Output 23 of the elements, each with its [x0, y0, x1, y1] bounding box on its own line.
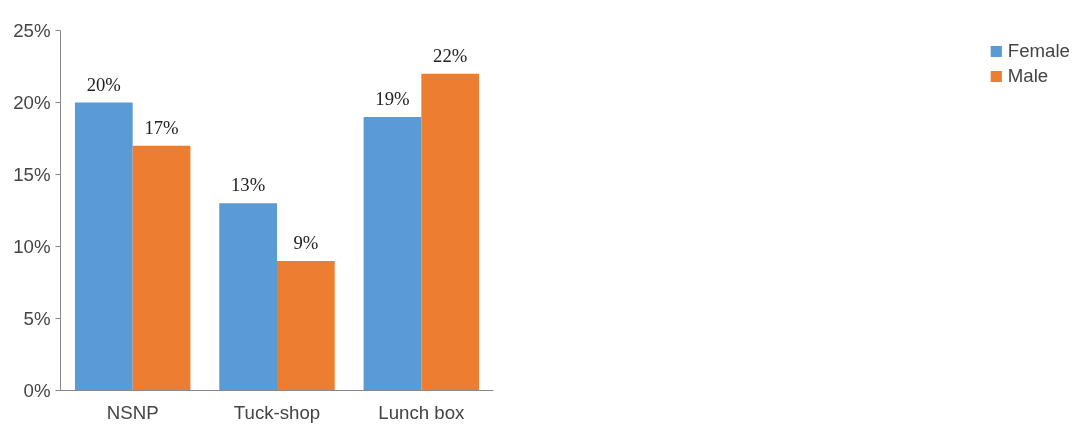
data-label: 20% [86, 73, 121, 95]
y-tick-label: 15% [13, 164, 51, 185]
y-tick-label: 10% [13, 236, 51, 257]
legend-label: Male [1007, 65, 1049, 87]
bar [363, 116, 422, 391]
y-tick-label: 0% [23, 380, 51, 401]
x-tick-label: Tuck-shop [233, 401, 321, 423]
y-tick-label: 5% [23, 308, 51, 329]
y-tick-label: 25% [13, 20, 51, 41]
bar [74, 102, 133, 391]
data-label: 9% [293, 231, 319, 253]
y-tick-label: 20% [13, 92, 51, 113]
bar [421, 73, 480, 391]
data-label: 19% [375, 87, 410, 109]
legend-label: Female [1007, 40, 1070, 62]
data-label: 17% [144, 116, 179, 138]
x-tick-label: Lunch box [378, 401, 466, 423]
bar [132, 145, 191, 391]
x-tick-label: NSNP [106, 401, 159, 423]
data-label: 13% [231, 174, 266, 196]
data-label: 22% [433, 44, 468, 66]
bar [219, 203, 277, 391]
bar [277, 260, 335, 391]
